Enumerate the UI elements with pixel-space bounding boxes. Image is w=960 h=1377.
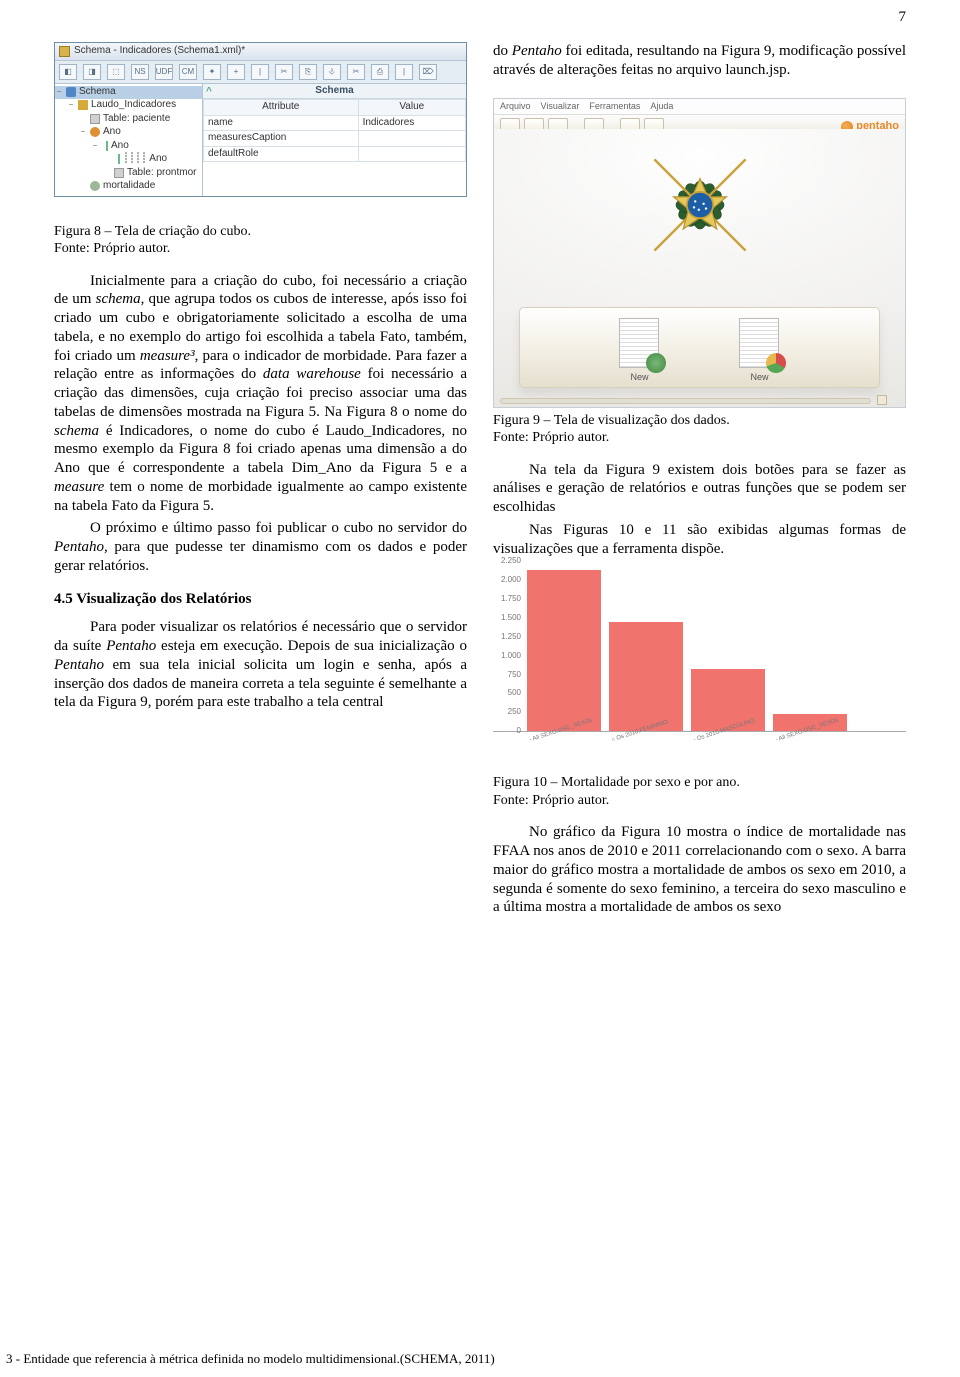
toolbar-button[interactable]: NS bbox=[131, 64, 149, 80]
shelf-label: New bbox=[619, 372, 659, 383]
y-tick-label: 0 bbox=[493, 726, 521, 736]
y-tick-label: 1.500 bbox=[493, 613, 521, 623]
fig8-titlebar: Schema - Indicadores (Schema1.xml)* bbox=[55, 43, 466, 61]
toolbar-button[interactable]: | bbox=[251, 64, 269, 80]
tree-label: Table: paciente bbox=[103, 113, 170, 126]
toolbar-button[interactable]: ⎙ bbox=[371, 64, 389, 80]
y-tick-label: 1.750 bbox=[493, 594, 521, 604]
tree-row[interactable]: ┊┊┊┊ Ano bbox=[55, 153, 202, 167]
table-row: measuresCaption bbox=[203, 131, 465, 147]
col-attribute: Attribute bbox=[203, 100, 358, 116]
figure-10-chart: 2.2502.0001.7501.5001.2501.0007505002500… bbox=[493, 562, 906, 756]
shelf-label: New bbox=[739, 372, 779, 383]
dim-icon bbox=[90, 127, 100, 137]
menu-item[interactable]: Ajuda bbox=[650, 101, 673, 112]
right-para-2: Nas Figuras 10 e 11 são exibidas algumas… bbox=[493, 521, 906, 559]
y-tick-label: 1.000 bbox=[493, 651, 521, 661]
tree-label: Ano bbox=[111, 140, 129, 153]
fig8-title: Schema - Indicadores (Schema1.xml)* bbox=[74, 45, 245, 58]
table-icon bbox=[114, 168, 124, 178]
toolbar-button[interactable]: ✂ bbox=[347, 64, 365, 80]
brazil-coat-of-arms-icon bbox=[640, 145, 760, 265]
table-row: nameIndicadores bbox=[203, 115, 465, 131]
toolbar-button[interactable]: + bbox=[227, 64, 245, 80]
menu-item[interactable]: Ferramentas bbox=[589, 101, 640, 112]
footnote: 3 - Entidade que referencia à métrica de… bbox=[6, 1351, 906, 1367]
toolbar-button[interactable]: ◨ bbox=[83, 64, 101, 80]
meas-icon bbox=[90, 181, 100, 191]
chart-bar bbox=[527, 570, 601, 731]
tree-label: Table: prontmor bbox=[127, 167, 196, 180]
tree-row[interactable]: Table: prontmor bbox=[55, 167, 202, 181]
tree-row[interactable]: −Laudo_Indicadores bbox=[55, 99, 202, 113]
tree-row[interactable]: −Ano bbox=[55, 126, 202, 140]
axis-icon bbox=[106, 141, 108, 151]
tree-row[interactable]: −Schema bbox=[55, 86, 202, 100]
analysis-icon bbox=[739, 318, 779, 368]
scroll-button[interactable] bbox=[877, 395, 887, 405]
toolbar-button[interactable]: ✂ bbox=[275, 64, 293, 80]
y-tick-label: 1.250 bbox=[493, 632, 521, 642]
right-para-1: Na tela da Figura 9 existem dois botões … bbox=[493, 461, 906, 517]
tree-row[interactable]: mortalidade bbox=[55, 180, 202, 194]
scrollbar[interactable] bbox=[500, 398, 871, 404]
y-tick-label: 250 bbox=[493, 707, 521, 717]
right-para-3: No gráfico da Figura 10 mostra o índice … bbox=[493, 823, 906, 917]
tree-label: ┊┊┊┊ Ano bbox=[123, 153, 167, 166]
figure-8-source: Fonte: Próprio autor. bbox=[54, 240, 467, 258]
schema-icon bbox=[66, 87, 76, 97]
shelf-item-new[interactable]: New bbox=[739, 318, 779, 383]
report-icon bbox=[619, 318, 659, 368]
y-tick-label: 2.000 bbox=[493, 575, 521, 585]
y-tick-label: 2.250 bbox=[493, 556, 521, 566]
toolbar-button[interactable]: ⬚ bbox=[107, 64, 125, 80]
col-value: Value bbox=[358, 100, 465, 116]
right-para-0: do Pentaho foi editada, resultando na Fi… bbox=[493, 42, 906, 80]
tree-row[interactable]: Table: paciente bbox=[55, 113, 202, 127]
expand-icon: ^ bbox=[206, 86, 212, 99]
figure-9-source: Fonte: Próprio autor. bbox=[493, 429, 906, 447]
left-para-1: Inicialmente para a criação do cubo, foi… bbox=[54, 272, 467, 516]
table-icon bbox=[90, 114, 100, 124]
toolbar-button[interactable]: UDF bbox=[155, 64, 173, 80]
toolbar-button[interactable]: ◧ bbox=[59, 64, 77, 80]
fig8-tree: −Schema−Laudo_IndicadoresTable: paciente… bbox=[55, 84, 203, 196]
toolbar-button[interactable]: ⎘ bbox=[299, 64, 317, 80]
tree-label: mortalidade bbox=[103, 180, 155, 193]
fig9-menubar: Arquivo Visualizar Ferramentas Ajuda bbox=[494, 99, 905, 115]
figure-8-screenshot: Schema - Indicadores (Schema1.xml)* ◧ ◨ ⬚ N… bbox=[54, 42, 467, 197]
cube-icon bbox=[59, 46, 70, 57]
fig8-props-table: Attribute Value nameIndicadoresmeasuresC… bbox=[203, 99, 466, 162]
table-row: defaultRole bbox=[203, 146, 465, 162]
toolbar-button[interactable]: ✦ bbox=[203, 64, 221, 80]
tree-label: Schema bbox=[79, 86, 116, 99]
figure-9-screenshot: ArquivoVisualizarFerramentasAjuda pentah… bbox=[493, 98, 906, 408]
fig8-toolbar: ◧ ◨ ⬚ NS UDF CM ✦ + | ✂ ⎘ ⎀ ✂ ⎙ | ⌦ bbox=[55, 61, 466, 84]
figure-9-caption: Figura 9 – Tela de visualização dos dado… bbox=[493, 412, 906, 430]
left-para-2: O próximo e último passo foi publicar o … bbox=[54, 519, 467, 575]
menu-item[interactable]: Visualizar bbox=[541, 101, 580, 112]
fig8-props: ^ Schema Attribute Value nameIndicadores… bbox=[203, 84, 466, 196]
axis-icon bbox=[118, 154, 120, 164]
y-tick-label: 500 bbox=[493, 688, 521, 698]
fig9-shelf: New New bbox=[519, 307, 881, 388]
menu-item[interactable]: Arquivo bbox=[500, 101, 531, 112]
toolbar-button[interactable]: ⌦ bbox=[419, 64, 437, 80]
toolbar-button[interactable]: ⎀ bbox=[323, 64, 341, 80]
figure-8-caption: Figura 8 – Tela de criação do cubo. bbox=[54, 223, 467, 241]
tree-label: Laudo_Indicadores bbox=[91, 99, 176, 112]
fig8-props-title: Schema bbox=[203, 84, 466, 99]
figure-10-source: Fonte: Próprio autor. bbox=[493, 792, 906, 810]
shelf-item-new[interactable]: New bbox=[619, 318, 659, 383]
cube-icon bbox=[78, 100, 88, 110]
tree-label: Ano bbox=[103, 126, 121, 139]
toolbar-button[interactable]: | bbox=[395, 64, 413, 80]
y-tick-label: 750 bbox=[493, 670, 521, 680]
section-4-5-title: 4.5 Visualização dos Relatórios bbox=[54, 590, 467, 609]
tree-row[interactable]: −Ano bbox=[55, 140, 202, 154]
figure-10-caption: Figura 10 – Mortalidade por sexo e por a… bbox=[493, 774, 906, 792]
left-para-3: Para poder visualizar os relatórios é ne… bbox=[54, 618, 467, 712]
toolbar-button[interactable]: CM bbox=[179, 64, 197, 80]
page-number: 7 bbox=[899, 8, 907, 27]
